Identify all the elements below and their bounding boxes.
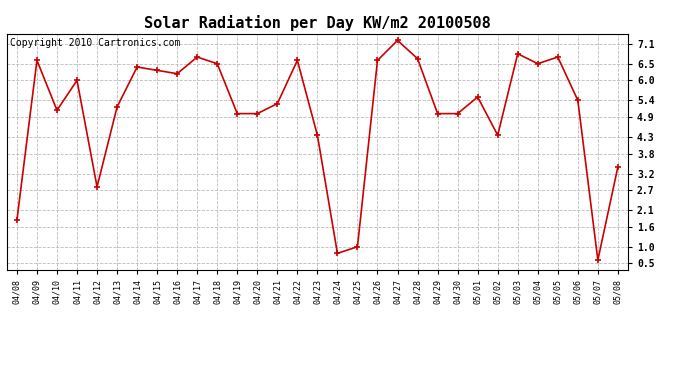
Text: Copyright 2010 Cartronics.com: Copyright 2010 Cartronics.com (10, 39, 180, 48)
Title: Solar Radiation per Day KW/m2 20100508: Solar Radiation per Day KW/m2 20100508 (144, 15, 491, 31)
